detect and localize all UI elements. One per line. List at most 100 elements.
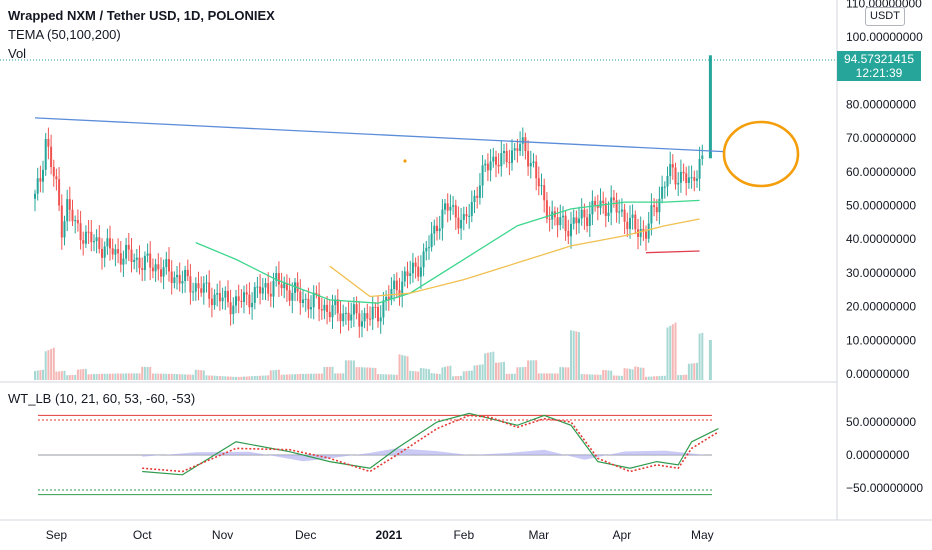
candle-body [623, 209, 626, 222]
volume-bar [570, 330, 572, 380]
volume-bar [202, 370, 205, 380]
symbol-title[interactable]: Wrapped NXM / Tether USD, 1D, POLONIEX [8, 8, 275, 23]
volume-bar [655, 376, 658, 380]
volume-bar [264, 375, 267, 380]
candle-body [578, 218, 580, 224]
candle-body [567, 230, 570, 237]
volume-bar [36, 370, 39, 380]
candle-body [473, 195, 476, 202]
candle-body [655, 207, 658, 213]
candle-body [138, 257, 141, 269]
time-axis[interactable]: Sep Oct Nov Dec 2021 Feb Mar Apr May [46, 528, 714, 542]
candle-body [658, 198, 661, 213]
candle-body [596, 205, 599, 208]
tema-legend[interactable]: TEMA (50,100,200) [8, 27, 121, 42]
price-tick-label: 10.00000000 [846, 333, 916, 347]
candle-body [227, 290, 229, 303]
volume-bar [516, 367, 519, 380]
candle-body [63, 221, 66, 238]
volume-bar [237, 376, 240, 380]
time-tick-label: 2021 [375, 528, 402, 542]
candle-body [310, 307, 312, 310]
wt1-line [142, 412, 719, 476]
candle-body [457, 217, 460, 229]
volume-bar [58, 371, 61, 380]
volume-bar [669, 325, 672, 380]
candle-body [235, 296, 237, 306]
candle-body [318, 294, 321, 310]
volume-bar [645, 376, 647, 380]
candle-body [176, 274, 178, 278]
candle-body [197, 283, 200, 289]
volume-bar [653, 376, 656, 380]
volume-bar [679, 375, 682, 380]
candle-body [168, 259, 170, 272]
volume-bar [176, 374, 178, 380]
candle-body [591, 200, 594, 215]
candle-body [548, 218, 551, 220]
candle-body [304, 298, 307, 300]
candle-body [146, 253, 149, 256]
candle-body [192, 291, 195, 293]
volume-bar [559, 367, 562, 380]
candle-body [690, 177, 693, 179]
volume-bar [218, 376, 221, 380]
volume-bar [430, 373, 433, 380]
volume-bar [208, 375, 211, 380]
volume-bar [42, 369, 44, 380]
volume-bar [631, 369, 634, 380]
volume-bar [261, 375, 264, 380]
candle-body [347, 312, 350, 321]
volume-legend[interactable]: Vol [8, 46, 27, 61]
candle-body [130, 249, 133, 262]
candle-body [436, 225, 438, 232]
volume-bar [588, 374, 591, 380]
candle-body [334, 299, 337, 305]
volume-bar [55, 371, 58, 380]
currency-badge[interactable]: USDT [865, 7, 905, 26]
candle-body [251, 302, 254, 308]
osc-tick-label: −50.00000000 [846, 481, 923, 495]
volume-bar [615, 375, 618, 380]
candle-body [165, 259, 168, 268]
volume-bar [111, 373, 114, 380]
volume-bar [661, 375, 664, 380]
volume-bar [63, 370, 66, 380]
volume-bar [594, 374, 597, 380]
volume-bar [157, 373, 160, 380]
volume-bar [98, 374, 101, 380]
candle-body [620, 209, 623, 212]
osc-tick-label: 50.00000000 [846, 415, 916, 429]
volume-bar [294, 374, 296, 380]
candle-body [666, 176, 669, 187]
candle-body [221, 297, 224, 302]
candle-body [93, 241, 95, 243]
candle-body [393, 280, 396, 289]
volume-bar [690, 363, 693, 380]
candle-body [135, 257, 138, 260]
candle-body [157, 264, 160, 270]
candle-body [492, 156, 495, 162]
candle-body [610, 197, 613, 213]
volume-bar [495, 362, 497, 380]
tema-mid-line [329, 218, 700, 298]
volume-bar [119, 373, 122, 380]
volume-bar [267, 375, 270, 380]
annotation-ellipse [722, 120, 800, 188]
volume-bar [259, 375, 262, 380]
oscillator-legend[interactable]: WT_LB (10, 21, 60, 53, -60, -53) [8, 391, 196, 406]
candle-body [428, 247, 430, 249]
volume-bar [277, 369, 280, 380]
candle-body [653, 205, 656, 208]
volume-bar [612, 375, 615, 380]
candle-body [60, 205, 63, 238]
volume-bar [385, 374, 388, 380]
volume-bar [409, 370, 412, 380]
candle-body [674, 167, 677, 185]
volume-bar [130, 373, 133, 380]
indicator-lines [34, 117, 724, 304]
candle-body [406, 271, 409, 276]
candle-body [489, 161, 492, 171]
volume-bar [537, 373, 540, 380]
